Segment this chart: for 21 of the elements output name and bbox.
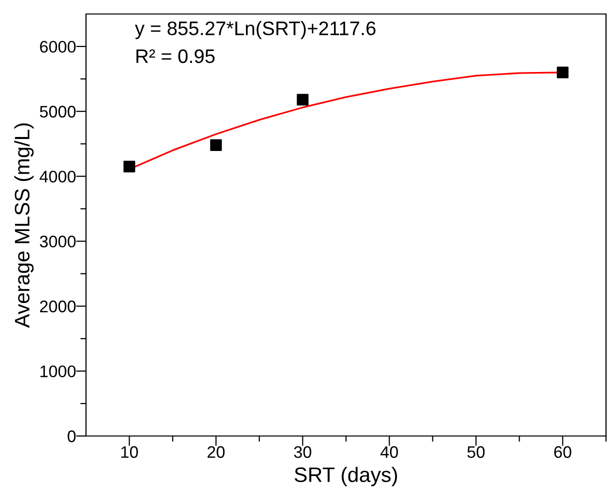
y-tick-label: 4000 <box>40 170 76 183</box>
x-tick-label: 60 <box>554 446 572 458</box>
y-tick-label: 2000 <box>40 300 76 312</box>
point <box>296 94 309 106</box>
y-axis-title: Average MLSS (mg/L) <box>14 123 34 328</box>
x-tick-label: 10 <box>121 446 138 458</box>
y-tick-label: 1000 <box>40 365 76 378</box>
annotation: R² = 0.95 <box>136 49 215 64</box>
y-tick-label: 0 <box>68 430 76 442</box>
point <box>123 160 136 172</box>
y-tick-label: 5000 <box>40 106 76 118</box>
y-tick-label: 6000 <box>40 40 76 53</box>
x-tick-label: 20 <box>208 446 225 458</box>
point <box>556 66 569 78</box>
x-tick-label: 40 <box>380 446 398 458</box>
annotation: y = 855.27*Ln(SRT)+2117.6 <box>134 20 376 40</box>
y-tick-label: 3000 <box>40 236 76 248</box>
x-axis-title: SRT (days) <box>294 466 398 486</box>
x-tick-label: 50 <box>467 446 485 458</box>
x-tick-label: 30 <box>294 446 312 458</box>
point <box>210 139 222 151</box>
